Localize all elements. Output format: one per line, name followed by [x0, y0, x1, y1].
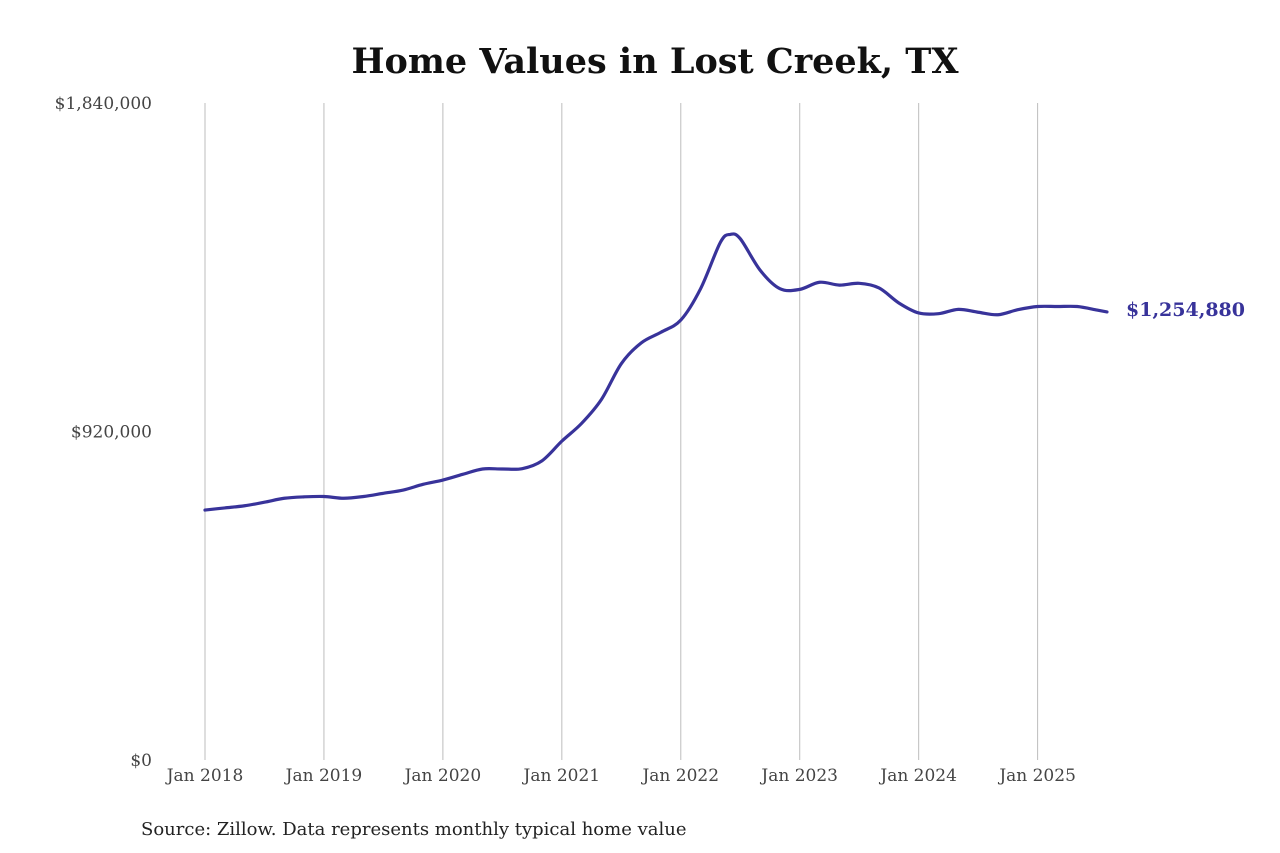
x-tick-label: Jan 2020 [403, 766, 482, 786]
y-tick-label: $0 [130, 751, 152, 771]
series-line [203, 232, 1109, 512]
chart-title: Home Values in Lost Creek, TX [351, 41, 959, 82]
x-tick-label: Jan 2018 [165, 766, 244, 786]
y-axis: $0 $920,000 $1,840,000 [55, 94, 152, 771]
x-tick-label: Jan 2019 [284, 766, 363, 786]
y-tick-label: $1,840,000 [55, 94, 152, 114]
x-tick-label: Jan 2024 [878, 766, 957, 786]
x-tick-label: Jan 2025 [997, 766, 1076, 786]
x-tick-label: Jan 2021 [522, 766, 601, 786]
x-tick-label: Jan 2022 [640, 766, 719, 786]
source-note: Source: Zillow. Data represents monthly … [141, 819, 687, 840]
vertical-gridlines [204, 103, 1039, 760]
series-layer: $1,254,880 [203, 232, 1245, 512]
x-axis: Jan 2018 Jan 2019 Jan 2020 Jan 2021 Jan 2022… [165, 766, 1076, 786]
end-value-label: $1,254,880 [1126, 299, 1245, 321]
y-tick-label: $920,000 [71, 423, 152, 443]
x-tick-label: Jan 2023 [759, 766, 838, 786]
